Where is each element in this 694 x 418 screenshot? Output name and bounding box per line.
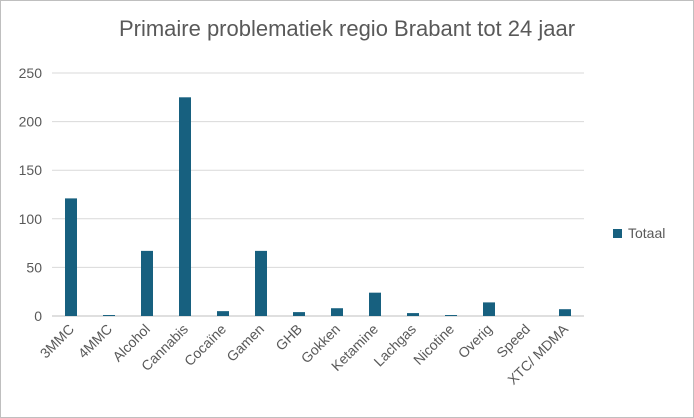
x-tick-label: Overig (455, 321, 495, 361)
y-tick-label: 150 (19, 162, 43, 178)
bar (445, 315, 457, 316)
y-tick-label: 50 (26, 259, 42, 275)
bar (483, 302, 495, 316)
x-tick-label: Gamen (223, 321, 267, 365)
bar (141, 250, 153, 316)
y-tick-label: 200 (19, 114, 43, 130)
legend-label: Totaal (628, 225, 665, 241)
bar (65, 198, 77, 316)
y-tick-label: 0 (34, 308, 42, 324)
legend-swatch (613, 229, 622, 238)
bar (293, 312, 305, 316)
x-tick-label: 3MMC (37, 321, 77, 361)
legend: Totaal (613, 225, 665, 241)
x-tick-label: Nicotine (410, 321, 457, 368)
y-tick-label: 250 (19, 65, 43, 81)
bar (369, 292, 381, 316)
bars (65, 97, 571, 316)
bar (255, 250, 267, 316)
bar (331, 308, 343, 316)
x-tick-label: 4MMC (75, 321, 115, 361)
y-tick-label: 100 (19, 211, 43, 227)
bar (179, 97, 191, 316)
y-axis-ticks: 0 50 100 150 200 250 (19, 65, 43, 324)
x-tick-label: GHB (272, 321, 305, 354)
bar (103, 315, 115, 316)
x-tick-label: Lachgas (370, 321, 419, 370)
bar (217, 311, 229, 316)
chart-title: Primaire problematiek regio Brabant tot … (118, 16, 576, 41)
bar (559, 309, 571, 316)
x-tick-label: Cocaïne (181, 321, 229, 369)
gridlines (52, 72, 584, 317)
bar (407, 313, 419, 316)
